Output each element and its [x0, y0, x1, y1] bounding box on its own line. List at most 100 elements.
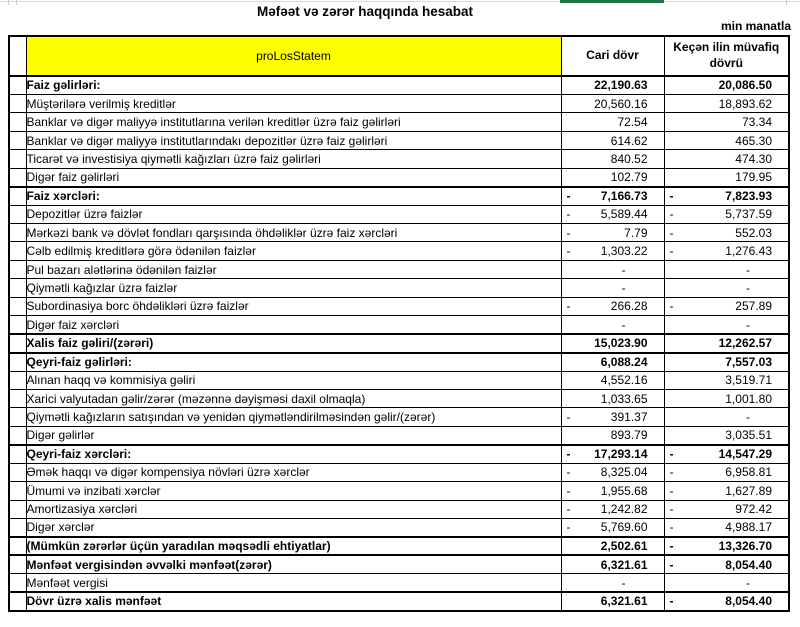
- row-label-cell[interactable]: Mənfəət vergisindən əvvəlki mənfəət(zərə…: [25, 554, 562, 575]
- row-spacer-cell[interactable]: [8, 481, 27, 501]
- row-previous-value-cell[interactable]: -1,276.43: [663, 241, 790, 261]
- row-spacer-cell[interactable]: [8, 130, 27, 151]
- row-previous-value-cell[interactable]: -13,326.70: [663, 535, 790, 556]
- row-spacer-cell[interactable]: [8, 93, 27, 114]
- row-label-cell[interactable]: (Mümkün zərərlər üçün yaradılan məqsədli…: [25, 535, 562, 556]
- row-previous-value-cell[interactable]: 474.30: [663, 149, 790, 169]
- row-spacer-cell[interactable]: [8, 443, 27, 464]
- row-spacer-cell[interactable]: [8, 112, 27, 132]
- row-spacer-cell[interactable]: [8, 167, 27, 188]
- row-current-value-cell[interactable]: 840.52: [560, 149, 665, 169]
- row-spacer-cell[interactable]: [8, 333, 27, 354]
- row-label-cell[interactable]: Digər faiz xərcləri: [25, 315, 562, 335]
- row-current-value-cell[interactable]: 20,560.16: [560, 93, 665, 114]
- row-current-value-cell[interactable]: -: [560, 278, 665, 298]
- row-previous-value-cell[interactable]: -1,627.89: [663, 481, 790, 501]
- header-cell-current[interactable]: Cari dövr: [560, 35, 665, 77]
- row-spacer-cell[interactable]: [8, 425, 27, 446]
- row-previous-value-cell[interactable]: 465.30: [663, 130, 790, 151]
- row-current-value-cell[interactable]: 6,321.61: [560, 591, 665, 612]
- row-spacer-cell[interactable]: [8, 315, 27, 335]
- row-previous-value-cell[interactable]: -: [663, 573, 790, 593]
- row-current-value-cell[interactable]: 1,033.65: [560, 388, 665, 409]
- row-spacer-cell[interactable]: [8, 351, 27, 372]
- row-label-cell[interactable]: Banklar və digər maliyyə institutlarında…: [25, 130, 562, 151]
- row-label-cell[interactable]: Subordinasiya borc öhdəlikləri üzrə faiz…: [25, 296, 562, 317]
- row-current-value-cell[interactable]: -1,955.68: [560, 481, 665, 501]
- row-previous-value-cell[interactable]: -: [663, 315, 790, 335]
- header-cell-label[interactable]: proLosStatem: [25, 35, 562, 77]
- row-spacer-cell[interactable]: [8, 370, 27, 390]
- row-current-value-cell[interactable]: -1,242.82: [560, 499, 665, 520]
- row-current-value-cell[interactable]: 22,190.63: [560, 74, 665, 95]
- row-label-cell[interactable]: Digər xərclər: [25, 517, 562, 538]
- row-current-value-cell[interactable]: -5,769.60: [560, 517, 665, 538]
- row-current-value-cell[interactable]: -: [560, 315, 665, 335]
- row-previous-value-cell[interactable]: -6,958.81: [663, 462, 790, 483]
- row-label-cell[interactable]: Faiz gəlirləri:: [25, 74, 562, 95]
- row-previous-value-cell[interactable]: 179.95: [663, 167, 790, 188]
- row-current-value-cell[interactable]: -391.37: [560, 407, 665, 427]
- row-previous-value-cell[interactable]: 18,893.62: [663, 93, 790, 114]
- row-label-cell[interactable]: Banklar və digər maliyyə institutlarına …: [25, 112, 562, 132]
- row-label-cell[interactable]: Cəlb edilmiş kreditlərə görə ödənilən fa…: [25, 241, 562, 261]
- row-label-cell[interactable]: Qeyri-faiz xərcləri:: [25, 443, 562, 464]
- row-current-value-cell[interactable]: -7,166.73: [560, 185, 665, 206]
- row-spacer-cell[interactable]: [8, 74, 27, 95]
- row-label-cell[interactable]: Alınan haqq və kommisiya gəliri: [25, 370, 562, 390]
- row-current-value-cell[interactable]: -266.28: [560, 296, 665, 317]
- row-current-value-cell[interactable]: -8,325.04: [560, 462, 665, 483]
- row-spacer-cell[interactable]: [8, 222, 27, 243]
- row-spacer-cell[interactable]: [8, 535, 27, 556]
- header-spacer-cell[interactable]: [8, 35, 27, 77]
- row-label-cell[interactable]: Digər gəlirlər: [25, 425, 562, 446]
- row-label-cell[interactable]: Mərkəzi bank və dövlət fondları qarşısın…: [25, 222, 562, 243]
- row-spacer-cell[interactable]: [8, 149, 27, 169]
- row-current-value-cell[interactable]: 6,321.61: [560, 554, 665, 575]
- row-spacer-cell[interactable]: [8, 388, 27, 409]
- row-current-value-cell[interactable]: 2,502.61: [560, 535, 665, 556]
- row-previous-value-cell[interactable]: -4,988.17: [663, 517, 790, 538]
- row-spacer-cell[interactable]: [8, 499, 27, 520]
- row-previous-value-cell[interactable]: -257.89: [663, 296, 790, 317]
- row-spacer-cell[interactable]: [8, 407, 27, 427]
- row-spacer-cell[interactable]: [8, 278, 27, 298]
- row-previous-value-cell[interactable]: -14,547.29: [663, 443, 790, 464]
- row-spacer-cell[interactable]: [8, 517, 27, 538]
- row-previous-value-cell[interactable]: 7,557.03: [663, 351, 790, 372]
- row-current-value-cell[interactable]: 15,023.90: [560, 333, 665, 354]
- row-label-cell[interactable]: Qeyri-faiz gəlirləri:: [25, 351, 562, 372]
- row-previous-value-cell[interactable]: -: [663, 259, 790, 280]
- row-previous-value-cell[interactable]: 3,519.71: [663, 370, 790, 390]
- row-spacer-cell[interactable]: [8, 573, 27, 593]
- row-label-cell[interactable]: Depozitlər üzrə faizlər: [25, 204, 562, 225]
- row-label-cell[interactable]: Faiz xərcləri:: [25, 185, 562, 206]
- row-current-value-cell[interactable]: 72.54: [560, 112, 665, 132]
- row-previous-value-cell[interactable]: 12,262.57: [663, 333, 790, 354]
- row-current-value-cell[interactable]: 893.79: [560, 425, 665, 446]
- row-current-value-cell[interactable]: -1,303.22: [560, 241, 665, 261]
- row-previous-value-cell[interactable]: 73.34: [663, 112, 790, 132]
- row-current-value-cell[interactable]: -: [560, 573, 665, 593]
- row-label-cell[interactable]: Pul bazarı alətlərinə ödənilən faizlər: [25, 259, 562, 280]
- row-label-cell[interactable]: Ticarət və investisiya qiymətli kağızlar…: [25, 149, 562, 169]
- row-label-cell[interactable]: Digər faiz gəlirləri: [25, 167, 562, 188]
- row-previous-value-cell[interactable]: -972.42: [663, 499, 790, 520]
- row-label-cell[interactable]: Dövr üzrə xalis mənfəət: [25, 591, 562, 612]
- row-label-cell[interactable]: Qiymətli kağızlar üzrə faizlər: [25, 278, 562, 298]
- row-spacer-cell[interactable]: [8, 591, 27, 612]
- row-spacer-cell[interactable]: [8, 259, 27, 280]
- row-label-cell[interactable]: Amortizasiya xərcləri: [25, 499, 562, 520]
- row-label-cell[interactable]: Müştərilərə verilmiş kreditlər: [25, 93, 562, 114]
- row-current-value-cell[interactable]: -17,293.14: [560, 443, 665, 464]
- row-label-cell[interactable]: Əmək haqqı və digər kompensiya növləri ü…: [25, 462, 562, 483]
- row-previous-value-cell[interactable]: -8,054.40: [663, 591, 790, 612]
- row-current-value-cell[interactable]: -5,589.44: [560, 204, 665, 225]
- row-previous-value-cell[interactable]: 20,086.50: [663, 74, 790, 95]
- row-previous-value-cell[interactable]: -5,737.59: [663, 204, 790, 225]
- row-label-cell[interactable]: Qiymətli kağızların satışından və yenidə…: [25, 407, 562, 427]
- row-previous-value-cell[interactable]: -: [663, 278, 790, 298]
- row-spacer-cell[interactable]: [8, 554, 27, 575]
- row-spacer-cell[interactable]: [8, 296, 27, 317]
- row-current-value-cell[interactable]: -7.79: [560, 222, 665, 243]
